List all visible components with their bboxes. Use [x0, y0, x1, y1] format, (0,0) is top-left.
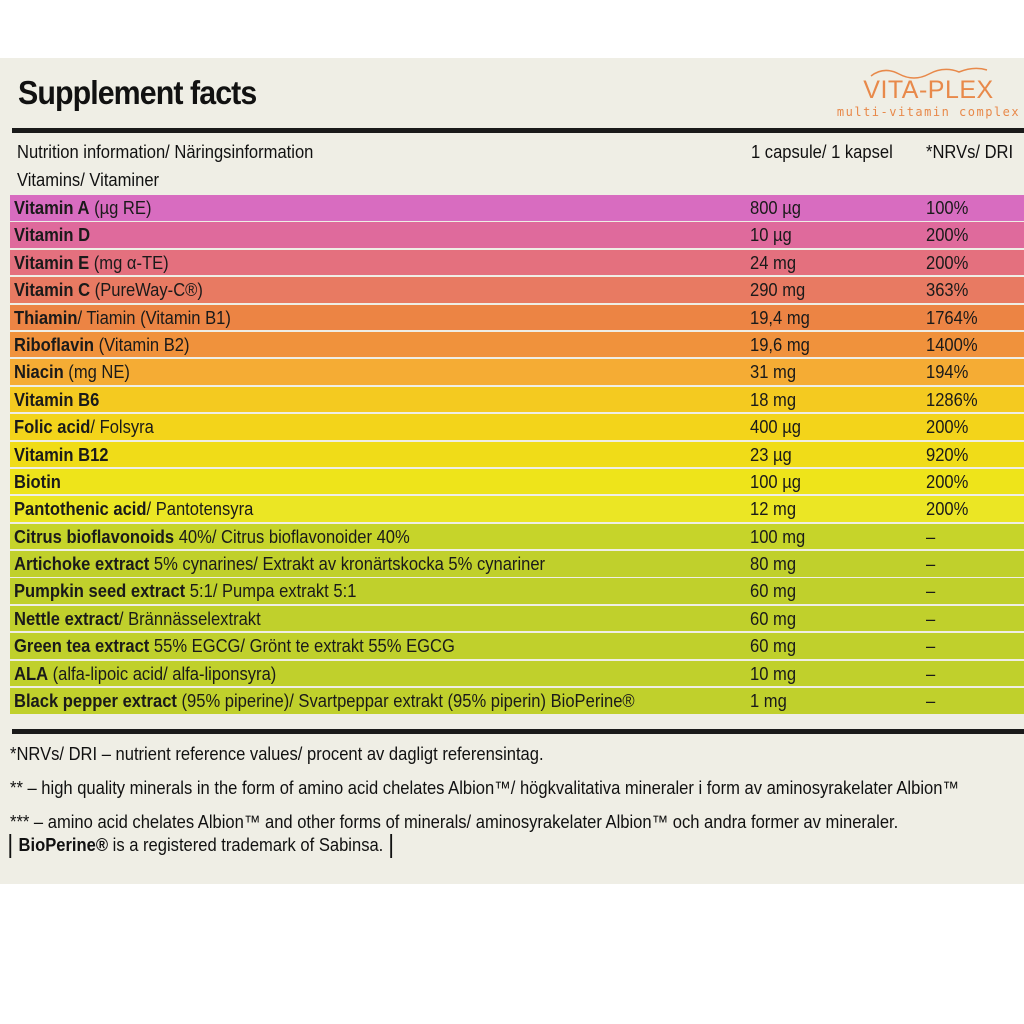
top-rule [12, 128, 1024, 133]
nutrient-name: Vitamin E (mg α-TE) [14, 252, 169, 273]
table-row: Niacin (mg NE) 31 mg 194% [10, 359, 1024, 385]
nutrient-name: Folic acid/ Folsyra [14, 417, 154, 438]
nrv: 200% [926, 225, 969, 246]
footnote: ** – high quality minerals in the form o… [10, 778, 959, 798]
amount: 10 µg [750, 225, 792, 246]
table-row: Nettle extract/ Brännässelextrakt 60 mg – [10, 605, 1024, 632]
table-row: Artichoke extract 5% cynarines/ Extrakt … [10, 551, 1024, 577]
supplement-table: Vitamin A (µg RE) 800 µg 100% Vitamin D 10 µ… [10, 195, 1024, 715]
nutrient-name: Biotin [14, 471, 61, 492]
wave-icon [870, 67, 987, 79]
amount: 60 mg [750, 608, 797, 629]
amount: 80 mg [750, 554, 797, 575]
nrv: – [926, 526, 936, 547]
amount: 100 µg [750, 471, 801, 492]
amount: 100 mg [750, 526, 806, 547]
amount: 60 mg [750, 636, 797, 657]
nutrient-name: Niacin (mg NE) [14, 362, 130, 383]
nrv: – [926, 608, 936, 629]
nutrition-info-heading: Nutrition information/ Näringsinformatio… [17, 142, 314, 162]
nutrient-name: ALA (alfa-lipoic acid/ alfa-liponsyra) [14, 663, 277, 684]
table-row: Vitamin B6 18 mg 1286% [10, 386, 1024, 413]
amount: 290 mg [750, 280, 806, 301]
nutrient-name: Thiamin/ Tiamin (Vitamin B1) [14, 307, 231, 328]
nutrient-name: Vitamin B12 [14, 444, 109, 465]
nrv-column-header: *NRVs/ DRI [926, 142, 1014, 162]
footnote: *NRVs/ DRI – nutrient reference values/ … [10, 744, 544, 764]
amount: 800 µg [750, 198, 801, 218]
trademark-text: is a registered trademark of Sabinsa. [108, 834, 384, 855]
table-row: Vitamin A (µg RE) 800 µg 100% [10, 195, 1024, 221]
trademark-name: BioPerine® [18, 834, 109, 855]
nutrient-name: Vitamin A (µg RE) [14, 198, 152, 218]
nrv: 194% [926, 362, 969, 383]
nrv: 200% [926, 417, 969, 438]
nutrient-name: Pumpkin seed extract 5:1/ Pumpa extrakt … [14, 581, 357, 602]
table-row: Vitamin C (PureWay-C®) 290 mg 363% [10, 277, 1024, 303]
nutrient-name: Vitamin D [14, 225, 91, 246]
footnote: *** – amino acid chelates Albion™ and ot… [10, 812, 899, 832]
amount: 31 mg [750, 362, 797, 383]
nrv: 920% [926, 444, 969, 465]
nutrient-name: Artichoke extract 5% cynarines/ Extrakt … [14, 554, 546, 575]
nutrient-name: Nettle extract/ Brännässelextrakt [14, 608, 261, 629]
nrv: 200% [926, 252, 969, 273]
divider [390, 834, 393, 858]
amount: 23 µg [750, 444, 792, 465]
amount: 19,4 mg [750, 307, 810, 328]
bottom-rule [12, 729, 1024, 734]
nrv: – [926, 663, 936, 684]
amount: 24 mg [750, 252, 797, 273]
brand-tagline: multi-vitamin complex [836, 105, 1021, 119]
table-row: Vitamin B12 23 µg 920% [10, 441, 1024, 468]
table-row: Pantothenic acid/ Pantotensyra 12 mg 200% [10, 496, 1024, 522]
amount: 12 mg [750, 499, 797, 520]
nrv: – [926, 581, 936, 602]
nrv: – [926, 636, 936, 657]
table-row: ALA (alfa-lipoic acid/ alfa-liponsyra) 10… [10, 660, 1024, 687]
nrv: 200% [926, 471, 969, 492]
amount: 10 mg [750, 663, 797, 684]
table-row: Vitamin E (mg α-TE) 24 mg 200% [10, 249, 1024, 276]
nrv: 1400% [926, 334, 978, 355]
nrv: 1286% [926, 389, 978, 410]
amount: 18 mg [750, 389, 797, 410]
nrv: – [926, 554, 936, 575]
table-row: Pumpkin seed extract 5:1/ Pumpa extrakt … [10, 578, 1024, 604]
amount: 1 mg [750, 691, 787, 712]
nrv: 100% [926, 198, 969, 218]
amount: 60 mg [750, 581, 797, 602]
amount: 19,6 mg [750, 334, 810, 355]
table-row: Thiamin/ Tiamin (Vitamin B1) 19,4 mg 1764% [10, 304, 1024, 331]
table-row: Green tea extract 55% EGCG/ Grönt te ext… [10, 633, 1024, 659]
brand-name: VITA-PLEX [863, 76, 994, 104]
table-row: Folic acid/ Folsyra 400 µg 200% [10, 414, 1024, 440]
nutrient-name: Vitamin B6 [14, 389, 100, 410]
table-row: Riboflavin (Vitamin B2) 19,6 mg 1400% [10, 331, 1024, 358]
amount: 400 µg [750, 417, 801, 438]
nutrient-name: Green tea extract 55% EGCG/ Grönt te ext… [14, 636, 455, 657]
nrv: 363% [926, 280, 969, 301]
table-row: Black pepper extract (95% piperine)/ Sva… [10, 688, 1024, 714]
nutrient-name: Riboflavin (Vitamin B2) [14, 334, 190, 355]
amount-column-header: 1 capsule/ 1 kapsel [751, 142, 893, 162]
nutrient-name: Black pepper extract (95% piperine)/ Sva… [14, 691, 635, 712]
nutrient-name: Citrus bioflavonoids 40%/ Citrus bioflav… [14, 526, 410, 547]
vitamins-section-heading: Vitamins/ Vitaminer [17, 170, 160, 190]
nrv: 1764% [926, 307, 978, 328]
nutrient-name: Pantothenic acid/ Pantotensyra [14, 499, 254, 520]
divider [9, 834, 12, 858]
brand-logo: VITA-PLEX multi-vitamin complex [836, 66, 1021, 119]
table-row: Biotin 100 µg 200% [10, 468, 1024, 495]
nrv: – [926, 691, 936, 712]
table-row: Vitamin D 10 µg 200% [10, 222, 1024, 248]
trademark-note: BioPerine® is a registered trademark of … [2, 834, 400, 858]
nutrient-name: Vitamin C (PureWay-C®) [14, 280, 203, 301]
table-row: Citrus bioflavonoids 40%/ Citrus bioflav… [10, 523, 1024, 550]
nrv: 200% [926, 499, 969, 520]
page-title: Supplement facts [18, 74, 257, 111]
